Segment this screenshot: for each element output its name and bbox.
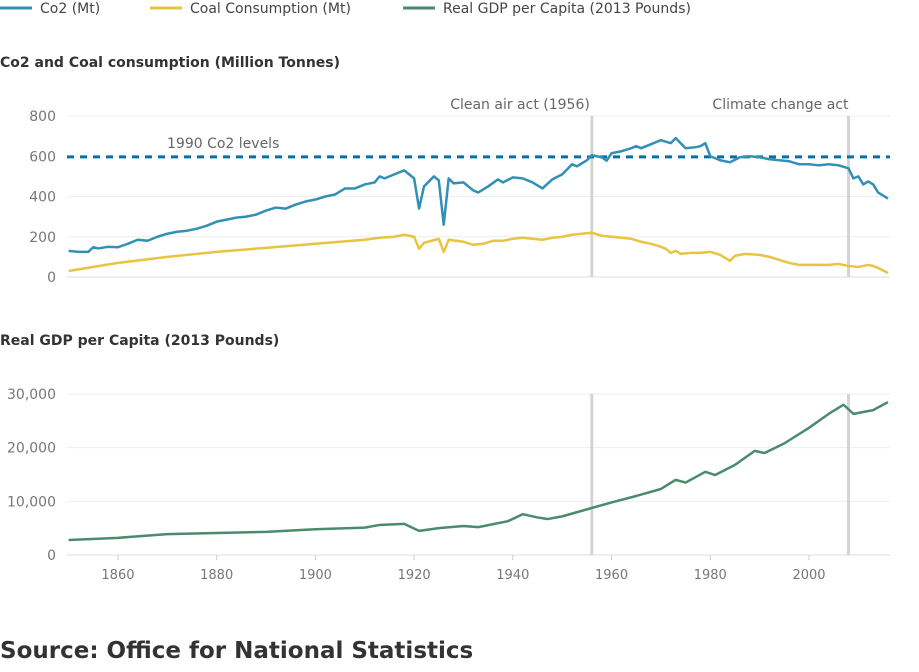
series-line [68, 400, 889, 542]
x-tick-label: 1940 [496, 568, 529, 583]
x-tick-label: 1900 [299, 568, 332, 583]
y-tick-label: 20,000 [7, 441, 56, 457]
y-tick-label: 0 [47, 548, 56, 564]
reference-label: 1990 Co2 levels [167, 136, 279, 152]
y-tick-label: 0 [47, 270, 56, 286]
source-note: Source: Office for National Statistics [0, 638, 474, 664]
x-tick-label: 1920 [398, 568, 431, 583]
x-tick-label: 1960 [595, 568, 628, 583]
y-tick-label: 30,000 [7, 387, 56, 403]
y-tick-label: 800 [29, 109, 56, 125]
y-tick-label: 400 [29, 190, 56, 206]
x-tick-label: 1860 [101, 568, 134, 583]
annotation-label: Climate change act [712, 97, 849, 113]
chart-title: Co2 and Coal consumption (Million Tonnes… [0, 55, 340, 71]
series-line [68, 231, 889, 275]
x-tick-label: 1980 [694, 568, 727, 583]
y-tick-label: 200 [29, 230, 56, 246]
chart-title: Real GDP per Capita (2013 Pounds) [0, 333, 279, 349]
x-tick-label: 2000 [792, 568, 825, 583]
legend-label: Co2 (Mt) [40, 1, 100, 17]
legend-label: Coal Consumption (Mt) [190, 1, 351, 17]
x-tick-label: 1880 [200, 568, 233, 583]
y-tick-label: 600 [29, 149, 56, 165]
annotation-label: Clean air act (1956) [450, 97, 590, 113]
series-line [68, 136, 889, 254]
legend-label: Real GDP per Capita (2013 Pounds) [443, 1, 691, 17]
y-tick-label: 10,000 [7, 494, 56, 510]
